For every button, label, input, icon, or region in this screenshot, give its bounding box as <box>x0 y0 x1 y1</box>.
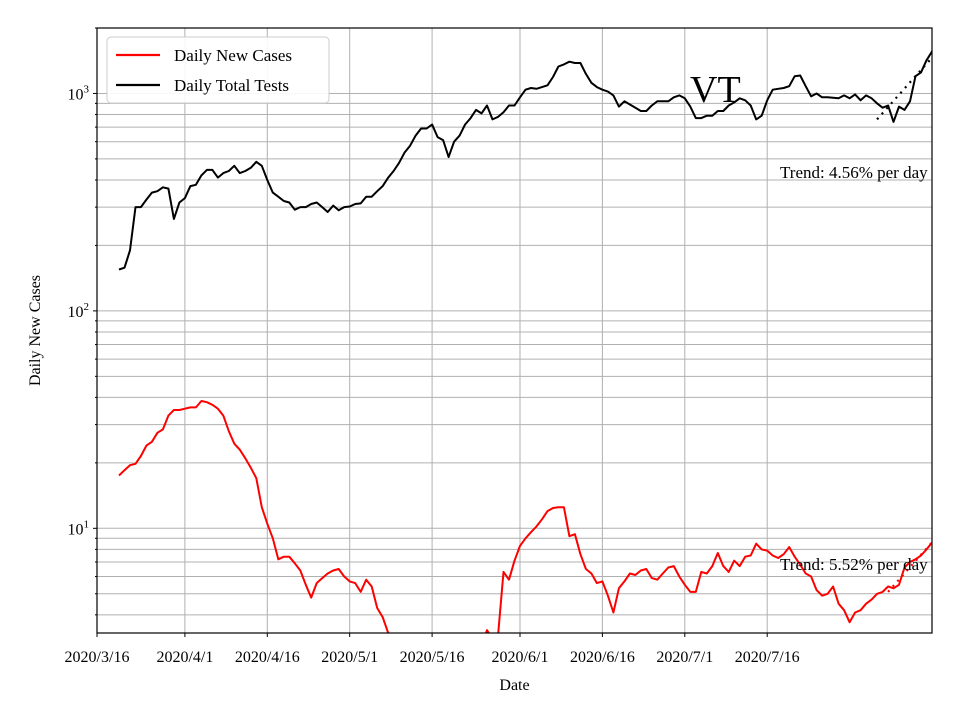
x-tick-label: 2020/6/1 <box>492 649 549 666</box>
x-tick-label: 2020/4/1 <box>156 649 213 666</box>
y-axis-label: Daily New Cases <box>27 275 44 386</box>
x-tick-label: 2020/5/1 <box>321 649 378 666</box>
y-tick-exponent: 1 <box>84 518 90 530</box>
y-tick-label: 103 <box>68 83 90 103</box>
x-tick-label: 2020/4/16 <box>235 649 300 666</box>
x-tick-label: 2020/3/16 <box>65 649 130 666</box>
y-tick-label: 101 <box>68 518 90 538</box>
grid-lines <box>96 27 932 633</box>
series-line-daily-total-tests <box>118 48 932 271</box>
y-tick-base: 10 <box>68 304 84 321</box>
x-tick-label: 2020/5/16 <box>400 649 465 666</box>
y-tick-base: 10 <box>68 86 84 103</box>
y-tick-exponent: 2 <box>84 301 90 313</box>
plot-frame <box>96 27 933 634</box>
trend-label-daily-new-cases: Trend: 5.52% per day <box>780 555 928 574</box>
axes: 2020/3/16 2020/4/1 2020/4/16 2020/5/1 2020/5… <box>27 27 800 694</box>
y-tick-exponent: 3 <box>84 83 90 95</box>
y-tick-base: 10 <box>68 521 84 538</box>
legend-label: Daily Total Tests <box>174 76 289 95</box>
legend: Daily New Cases Daily Total Tests <box>106 36 330 104</box>
x-tick-label: 2020/7/1 <box>656 649 713 666</box>
trend-label-daily-total-tests: Trend: 4.56% per day <box>780 163 928 182</box>
state-annotation: VT <box>690 69 741 111</box>
x-tick-label: 2020/6/16 <box>570 649 635 666</box>
legend-box <box>106 36 330 104</box>
legend-label: Daily New Cases <box>174 46 292 65</box>
annotations: Trend: 5.52% per day Trend: 4.56% per day… <box>690 69 928 574</box>
series-layer <box>118 48 932 633</box>
y-tick-label: 102 <box>68 301 90 321</box>
x-tick-label: 2020/7/16 <box>735 649 800 666</box>
trend-line-daily-total-tests <box>876 55 932 121</box>
x-axis-label: Date <box>499 677 529 694</box>
series-line-daily-new-cases <box>118 400 932 633</box>
